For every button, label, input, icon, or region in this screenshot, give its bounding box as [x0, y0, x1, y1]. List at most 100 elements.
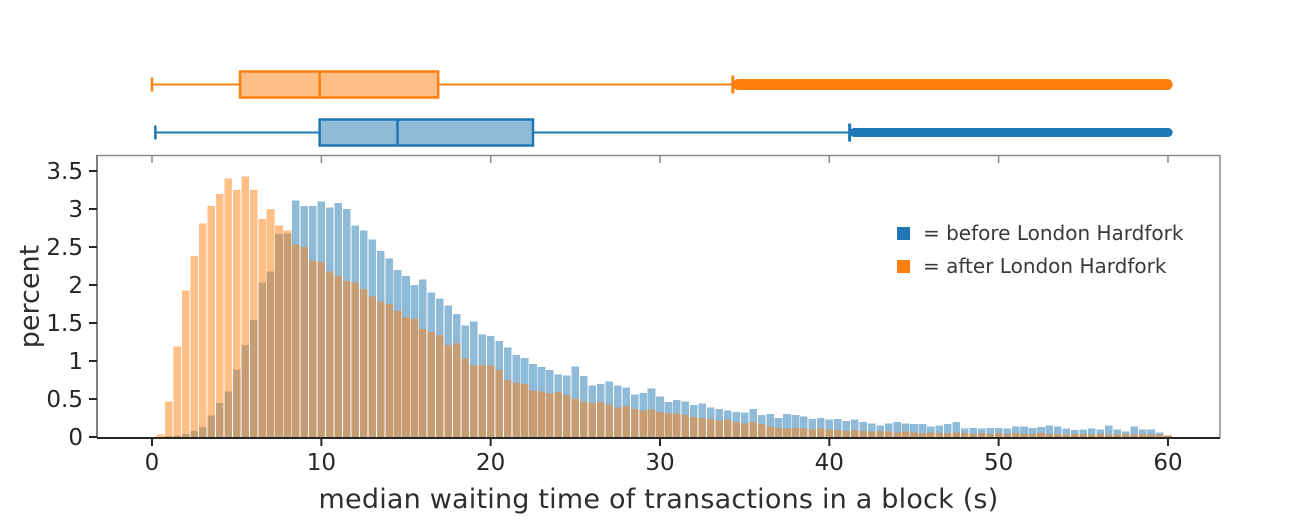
hist-bar-before [808, 418, 817, 437]
hist-bar-before [800, 416, 808, 437]
hist-bar-after [817, 428, 825, 437]
hist-bar-before [893, 421, 901, 437]
legend-label-after: = after London Hardfork [923, 254, 1167, 278]
hist-bar-after [156, 434, 165, 437]
hist-bar-after [554, 392, 563, 437]
hist-bar-before [817, 418, 825, 437]
hist-bar-after [1164, 435, 1172, 437]
hist-bar-before [977, 428, 986, 437]
hist-bar-after [419, 329, 427, 437]
hist-bar-after [605, 404, 613, 437]
hist-bar-after [588, 402, 597, 437]
hist-bar-after [613, 407, 622, 437]
hist-bar-after [1104, 434, 1113, 437]
legend-item-before: = before London Hardfork [897, 221, 1183, 245]
hist-bar-before [952, 421, 961, 437]
hist-bar-after [326, 271, 334, 437]
hist-bar-after [1121, 434, 1130, 437]
y-tick-label: 0 [68, 425, 83, 451]
hist-bar-after [834, 430, 842, 437]
hist-bar-after [1096, 434, 1104, 437]
hist-bar-after [723, 419, 732, 437]
hist-bar-after [622, 405, 630, 437]
hist-bar-after [173, 346, 182, 437]
box-iqr-before [318, 118, 535, 147]
hist-bar-after [673, 413, 681, 437]
hist-bar-before [901, 423, 910, 437]
hist-bar-before [994, 427, 1003, 437]
hist-bar-before [859, 421, 867, 437]
box-outlier-band-before [849, 128, 1173, 137]
hist-bar-before [1045, 425, 1054, 437]
hist-bar-after [935, 433, 944, 437]
hist-bar-after [1147, 434, 1155, 437]
hist-bar-after [690, 417, 698, 437]
hist-bar-after [707, 418, 715, 437]
hist-bar-after [740, 423, 749, 437]
y-tick-label: 1.5 [46, 311, 83, 337]
hist-bar-after [503, 380, 512, 437]
y-tick-label: 0.5 [46, 387, 83, 413]
hist-bar-after [910, 432, 918, 437]
hist-bar-before [1028, 427, 1037, 437]
hist-bar-before [783, 414, 791, 437]
hist-bar-before [884, 423, 893, 437]
y-tick-label: 2 [68, 273, 83, 299]
hist-bar-after [427, 332, 436, 437]
legend: = before London Hardfork = after London … [897, 221, 1183, 287]
box-outlier-band-after [732, 79, 1173, 90]
hist-bar-after [1045, 434, 1054, 437]
hist-bar-before [1088, 428, 1096, 437]
x-axis-title: median waiting time of transactions in a… [318, 484, 999, 515]
hist-bar-after [368, 296, 376, 437]
hist-bar-before [834, 418, 842, 437]
y-tick-label: 3 [68, 197, 83, 223]
hist-bar-after [1011, 433, 1020, 437]
hist-bar-after [977, 433, 986, 437]
hist-bar-after [342, 281, 351, 437]
hist-bar-after [994, 433, 1003, 437]
hist-bar-after [681, 415, 690, 437]
hist-bar-before [961, 428, 969, 437]
hist-bar-after [486, 365, 495, 437]
hist-bar-after [944, 433, 952, 437]
hist-bar-before [969, 427, 978, 437]
hist-bar-after [275, 225, 283, 437]
hist-bar-after [639, 410, 647, 437]
hist-bar-after [757, 424, 766, 437]
hist-bar-before [1096, 429, 1104, 437]
hist-bar-before [1138, 429, 1147, 437]
hist-bar-before [1079, 429, 1088, 437]
hist-bar-before [918, 424, 927, 437]
hist-bar-before [1011, 426, 1020, 437]
hist-bar-after [165, 401, 173, 437]
hist-bar-after [182, 290, 190, 437]
hist-bar-after [1062, 434, 1071, 437]
hist-bar-after [952, 432, 961, 437]
hist-bar-before [867, 423, 876, 437]
hist-bar-before [927, 426, 935, 437]
hist-bar-before [791, 415, 800, 437]
hist-bar-after [732, 421, 740, 437]
hist-bar-after [453, 343, 461, 437]
hist-bar-after [512, 382, 520, 437]
x-tick-label: 30 [645, 450, 674, 476]
hist-bar-after [190, 256, 199, 437]
hist-bar-after [385, 304, 393, 437]
box-iqr-after [238, 70, 440, 99]
hist-bar-before [766, 414, 774, 437]
hist-bar-after [630, 408, 639, 437]
hist-bar-after [698, 418, 707, 437]
hist-bar-before [1062, 428, 1071, 437]
hist-bar-after [842, 430, 851, 437]
hist-bar-after [1113, 434, 1121, 437]
hist-bar-after [199, 223, 207, 437]
hist-bar-after [461, 358, 470, 437]
hist-bar-after [258, 218, 266, 437]
hist-bar-after [808, 429, 817, 437]
hist-bar-before [1071, 430, 1079, 437]
hist-bar-after [1071, 434, 1079, 437]
hist-bar-after [529, 390, 537, 437]
hist-bar-before [842, 421, 851, 437]
